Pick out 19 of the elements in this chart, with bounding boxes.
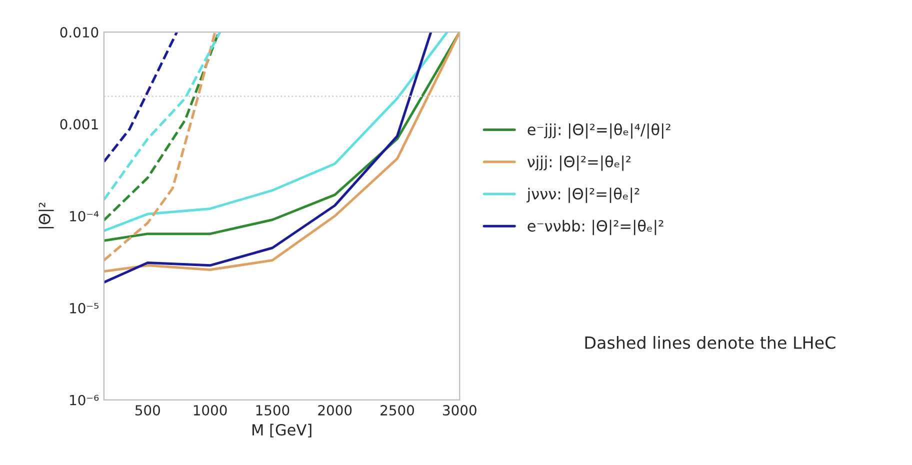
legend-label: νjjj: |Θ|²=|θₑ|² (527, 155, 631, 171)
line-series (104, 32, 216, 262)
y-tick-label: 10⁻⁴ (70, 210, 99, 222)
x-tick-label: 500 (135, 405, 160, 416)
x-tick-label: 1500 (256, 405, 290, 416)
legend-label: jννν: |Θ|²=|θₑ|² (526, 188, 640, 203)
legend-label: e⁻jjj: |Θ|²=|θₑ|⁴/|θ|² (528, 123, 670, 139)
y-axis-title: |Θ|² (38, 202, 54, 228)
x-tick-label: 2500 (380, 405, 414, 416)
y-tick-label: 10⁻⁵ (70, 302, 98, 314)
y-tick-label: 0.001 (60, 119, 98, 130)
y-tick-label: 0.010 (60, 27, 98, 38)
text: Dashed lines denote the LHeC (585, 336, 836, 349)
x-tick-label: 2000 (318, 405, 352, 416)
legend-label: e⁻ννbb: |Θ|²=|θₑ|² (528, 220, 664, 236)
y-tick-label: 10⁻⁶ (70, 394, 99, 406)
x-tick-label: 1000 (194, 405, 227, 416)
x-tick-label: 3000 (443, 405, 476, 416)
x-axis-title: M [GeV] (252, 424, 312, 438)
